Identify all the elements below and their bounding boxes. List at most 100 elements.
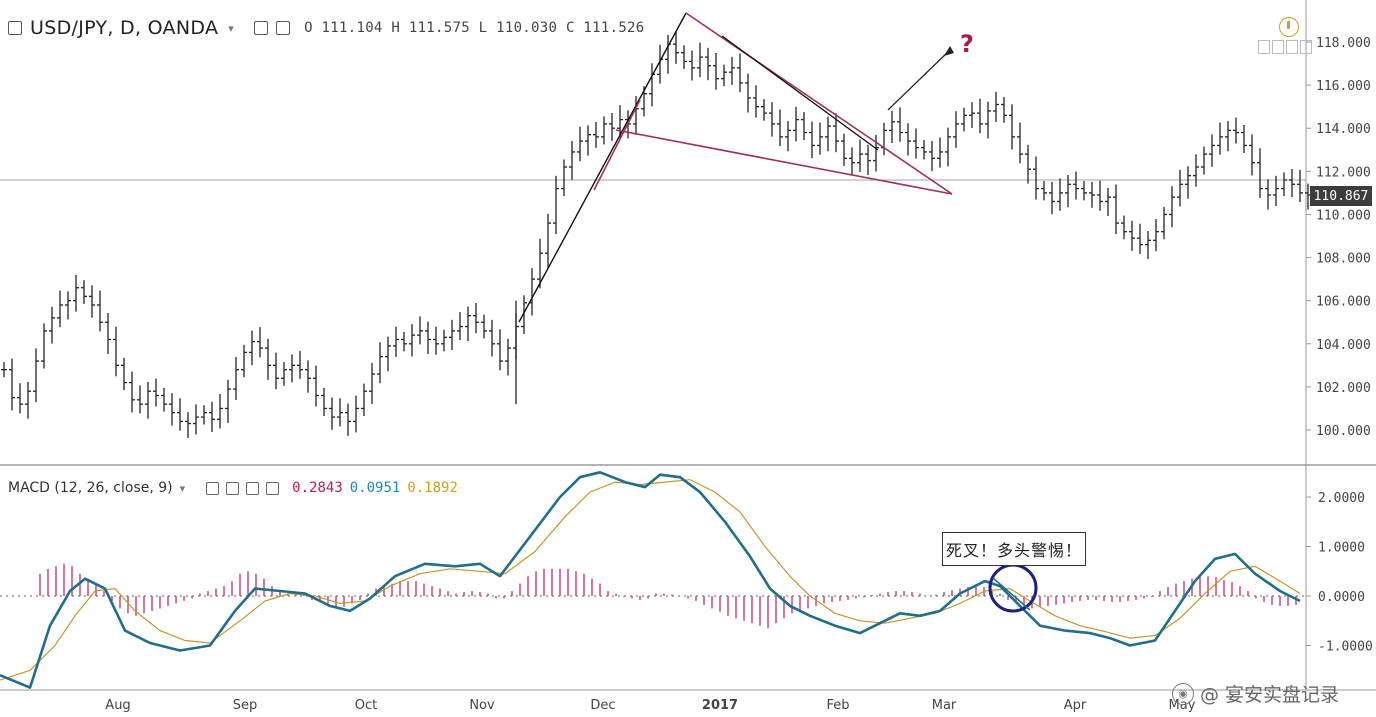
candle-bar (809, 121, 815, 159)
candle-bar (1097, 180, 1103, 211)
candle-bar (361, 383, 367, 416)
watermark: ◉ @ 宴安实盘记录 (1172, 680, 1339, 707)
candle-bar (153, 378, 159, 407)
candle-bar (449, 319, 455, 351)
chart-header: USD/JPY, D, OANDA ▾ O 111.104 H 111.575 … (8, 14, 645, 42)
candle-bar (1209, 134, 1215, 167)
y-tick-label: 112.000 (1316, 165, 1371, 180)
candle-bar (569, 140, 575, 180)
candle-bar (737, 53, 743, 93)
candle-bar (585, 125, 591, 156)
candle-bar (417, 316, 423, 345)
candle-bar (1129, 220, 1135, 251)
candle-bar (961, 107, 967, 132)
candle-bar (137, 385, 143, 414)
macd-y-tick-label: -1.0000 (1318, 640, 1373, 655)
candle-bar (345, 403, 351, 436)
y-tick-label: 100.000 (1316, 424, 1371, 439)
collapse-icon[interactable] (8, 21, 22, 35)
x-tick-label: Oct (355, 698, 377, 713)
candle-bar (1153, 218, 1159, 252)
clock-icon[interactable] (1279, 17, 1299, 37)
candle-bar (129, 371, 135, 413)
candle-bar (393, 326, 399, 357)
watermark-text: @ 宴安实盘记录 (1200, 684, 1340, 706)
candle-bar (1049, 181, 1055, 215)
macd-value-1: 0.2843 (292, 480, 343, 496)
candle-bar (593, 121, 599, 148)
settings-icon[interactable] (206, 481, 220, 495)
macd-value-2: 0.0951 (349, 480, 401, 496)
candle-bar (769, 102, 775, 137)
candle-bar (1113, 184, 1119, 235)
candle-bar (633, 96, 639, 135)
x-tick-label: Apr (1064, 698, 1087, 713)
candle-bar (273, 352, 279, 390)
y-tick-label: 110.000 (1316, 208, 1371, 223)
candle-bar (1281, 172, 1287, 197)
candle-bar (857, 139, 863, 172)
candle-bar (17, 383, 23, 414)
y-tick-label: 102.000 (1316, 381, 1371, 396)
candle-bar (377, 342, 383, 384)
candle-bar (553, 175, 559, 235)
candle-bar (705, 47, 711, 81)
candle-bar (689, 50, 695, 81)
settings-icon[interactable] (254, 21, 269, 35)
candle-bar (889, 110, 895, 144)
candle-bar (457, 312, 463, 341)
grid-icon[interactable] (1272, 40, 1284, 54)
source-icon[interactable] (246, 481, 260, 495)
chevron-down-icon[interactable]: ▾ (228, 21, 235, 35)
candle-bar (281, 362, 287, 386)
cross-marker-line (992, 577, 1031, 611)
candle-bar (481, 314, 487, 339)
candle-bar (1065, 174, 1071, 208)
candle-bar (113, 326, 119, 377)
candle-bar (697, 42, 703, 78)
grid-icon[interactable] (1286, 40, 1298, 54)
chevron-down-icon[interactable]: ▾ (179, 481, 186, 495)
candle-bar (25, 381, 31, 419)
candle-bar (897, 107, 903, 142)
candle-bar (1009, 104, 1015, 150)
candle-bar (937, 137, 943, 168)
y-tick-label: 104.000 (1316, 338, 1371, 353)
macd-value-3: 0.1892 (407, 480, 458, 496)
candle-bar (73, 275, 79, 312)
candle-bar (353, 395, 359, 433)
candle-bar (409, 324, 415, 357)
candle-bar (433, 326, 439, 355)
hide-icon[interactable] (276, 21, 291, 35)
toolbar-icons[interactable] (1258, 40, 1312, 54)
candle-bar (225, 379, 231, 423)
candle-bar (1137, 223, 1143, 254)
candle-bar (81, 280, 87, 304)
x-tick-label: Nov (469, 698, 495, 713)
candle-bar (849, 147, 855, 176)
grid-icon[interactable] (1258, 40, 1270, 54)
candle-bar (169, 393, 175, 426)
candle-bar (145, 381, 151, 419)
candle-bar (609, 112, 615, 141)
more-icon[interactable] (266, 481, 280, 495)
y-tick-label: 118.000 (1316, 36, 1371, 51)
candle-bar (777, 109, 783, 147)
death-cross-circle (988, 563, 1038, 613)
macd-label: MACD (12, 26, close, 9) (8, 480, 173, 496)
candle-bar (289, 354, 295, 383)
candle-bar (185, 412, 191, 438)
candle-bar (1105, 187, 1111, 216)
candle-bar (161, 387, 167, 412)
wedge-lower-line (615, 129, 953, 195)
candle-bar (537, 238, 543, 289)
y-tick-label: 114.000 (1316, 122, 1371, 137)
candle-bar (649, 63, 655, 107)
candle-bar (729, 56, 735, 85)
hide-icon[interactable] (226, 481, 240, 495)
candle-bar (257, 327, 263, 358)
candle-bar (329, 397, 335, 430)
candle-bar (1121, 215, 1127, 240)
grid-icon[interactable] (1300, 40, 1312, 54)
